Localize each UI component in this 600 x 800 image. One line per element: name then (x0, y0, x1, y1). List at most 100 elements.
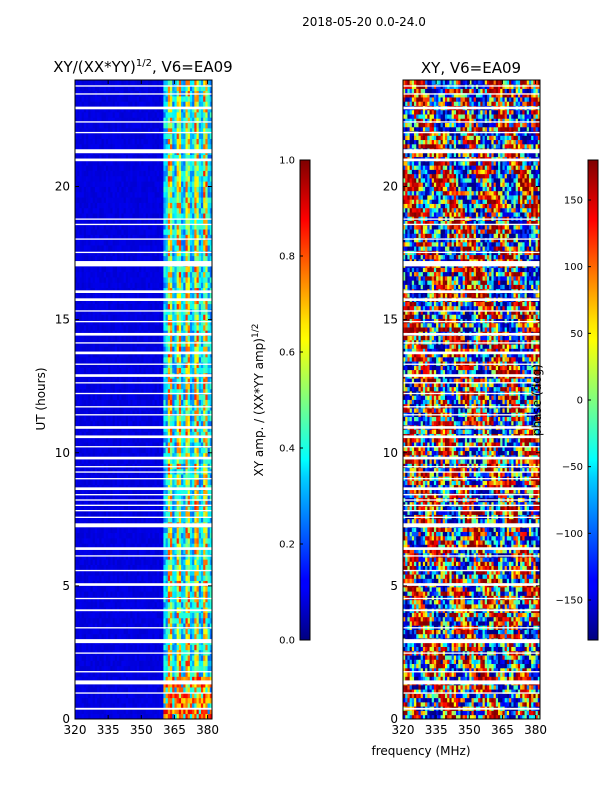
amp-cell (167, 585, 171, 592)
amp-cell (123, 442, 127, 448)
amp-cell (112, 356, 116, 363)
amp-cell (125, 335, 129, 342)
amp-cell (143, 490, 147, 496)
amp-cell (99, 516, 102, 523)
amp-cell (88, 298, 91, 305)
amp-cell (121, 511, 125, 518)
amp-cell (167, 506, 171, 512)
amp-cell (83, 415, 87, 422)
amp-cell (143, 665, 147, 672)
amp-cell (172, 671, 175, 677)
amp-cell (167, 436, 171, 443)
amp-cell (114, 500, 118, 507)
amp-cell (172, 601, 175, 608)
amp-cell (145, 511, 149, 518)
amp-cell (90, 415, 94, 422)
amp-cell (92, 474, 96, 480)
amp-cell (143, 404, 147, 411)
amp-cell (99, 591, 102, 597)
amp-cell (192, 351, 195, 358)
amp-cell (139, 687, 142, 693)
amp-cell (165, 506, 169, 512)
amp-cell (112, 319, 116, 326)
amp-cell (108, 543, 111, 549)
amp-cell (172, 516, 175, 523)
amp-cell (167, 543, 171, 549)
amp-cell (94, 628, 98, 635)
amp-cell (105, 527, 109, 534)
amp-cell (181, 612, 184, 619)
amp-cell (139, 458, 142, 464)
amp-cell (81, 537, 85, 544)
amp-cell (132, 543, 136, 549)
amp-cell (105, 319, 109, 326)
amp-cell (209, 346, 212, 352)
amp-cell (187, 479, 191, 486)
amp-cell (79, 692, 83, 699)
amp-cell (158, 591, 162, 597)
amp-cell (196, 676, 200, 683)
amp-cell (141, 458, 144, 464)
amp-cell (187, 671, 191, 677)
amp-cell (114, 298, 118, 305)
amp-cell (205, 314, 208, 321)
amp-cell (156, 351, 160, 358)
amp-cell (105, 506, 109, 512)
amp-cell (154, 426, 158, 432)
amp-cell (116, 543, 120, 549)
amp-cell (134, 532, 138, 539)
amp-cell (141, 367, 144, 374)
amp-cell (176, 692, 180, 699)
amp-cell (178, 628, 182, 635)
amp-cell (116, 378, 120, 384)
amp-cell (181, 458, 184, 464)
amp-cell (205, 431, 208, 438)
amp-cell (161, 335, 164, 342)
amp-cell (92, 687, 96, 693)
amp-cell (121, 436, 125, 443)
amp-cell (125, 591, 129, 597)
amp-cell (145, 479, 149, 486)
amp-cell (150, 340, 153, 347)
amp-cell (130, 665, 133, 672)
amp-cell (83, 458, 87, 464)
amp-cell (209, 671, 212, 677)
amp-cell (165, 479, 169, 486)
amp-cell (134, 660, 138, 667)
amp-cell (187, 687, 191, 693)
amp-cell (94, 495, 98, 502)
amp-cell (172, 665, 175, 672)
amp-cell (108, 569, 111, 576)
amp-cell (196, 367, 200, 374)
amp-cell (207, 687, 211, 693)
amp-cell (143, 681, 147, 688)
amp-cell (86, 697, 89, 704)
amp-cell (189, 442, 193, 448)
amp-cell (183, 346, 186, 352)
amp-cell (196, 308, 200, 315)
amp-cell (105, 335, 109, 342)
amp-cell (156, 623, 160, 629)
amp-cell (130, 404, 133, 411)
amp-cell (99, 671, 102, 677)
amp-cell (174, 298, 178, 305)
amp-cell (123, 601, 127, 608)
amp-cell (108, 399, 111, 406)
amp-cell (167, 591, 171, 597)
amp-cell (172, 697, 175, 704)
amp-cell (130, 575, 133, 581)
amp-cell (79, 340, 83, 347)
amp-cell (136, 308, 140, 315)
amp-cell (97, 426, 100, 432)
amp-cell (136, 596, 140, 603)
amp-cell (105, 351, 109, 358)
amp-cell (154, 697, 158, 704)
amp-cell (198, 532, 202, 539)
amp-cell (123, 713, 127, 719)
amp-cell (90, 585, 94, 592)
amp-cell (192, 308, 195, 315)
amp-cell (143, 506, 147, 512)
amp-cell (176, 633, 180, 640)
amp-cell (125, 356, 129, 363)
amp-cell (83, 671, 87, 677)
